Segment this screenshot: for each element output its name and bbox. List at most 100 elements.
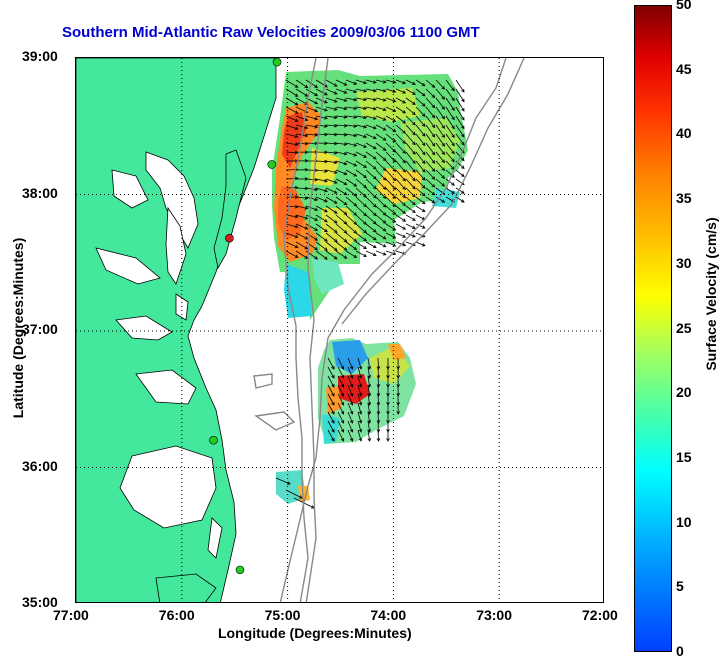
velocity-arrow-head <box>294 93 299 97</box>
velocity-arrow <box>355 79 367 84</box>
velocity-arrow <box>395 178 406 190</box>
velocity-arrow-head <box>343 151 348 156</box>
velocity-arrow-head <box>392 235 397 239</box>
velocity-arrow-head <box>333 180 338 184</box>
velocity-arrow-head <box>314 116 319 121</box>
velocity-arrow <box>425 160 435 172</box>
velocity-arrow <box>425 187 435 196</box>
velocity-arrow-head <box>451 116 455 121</box>
velocity-arrow-head <box>460 190 465 194</box>
velocity-arrow <box>375 160 387 171</box>
velocity-arrow-head <box>451 158 455 163</box>
velocity-arrow <box>405 97 416 105</box>
velocity-arrow-head <box>324 247 328 251</box>
velocity-arrow <box>377 429 379 442</box>
velocity-arrow <box>445 88 455 101</box>
velocity-arrow <box>327 393 335 406</box>
velocity-arrow-head <box>333 107 338 111</box>
velocity-arrow <box>347 411 353 424</box>
velocity-arrow <box>385 79 396 84</box>
velocity-arrow <box>375 187 387 199</box>
velocity-arrow-head <box>461 88 465 93</box>
velocity-arrow-head <box>343 133 348 137</box>
velocity-arrow-head <box>340 392 345 397</box>
velocity-arrow-head <box>314 124 319 129</box>
velocity-arrow <box>395 160 406 173</box>
velocity-arrow <box>335 160 347 165</box>
velocity-arrow <box>315 214 328 223</box>
velocity-arrow-head <box>451 150 455 155</box>
velocity-arrow <box>367 384 371 397</box>
velocity-arrow-head <box>392 118 397 122</box>
velocity-arrow-head <box>353 254 358 258</box>
x-tick-label: 73:00 <box>476 607 512 623</box>
velocity-arrow <box>345 196 357 207</box>
velocity-arrow <box>315 187 328 192</box>
velocity-arrow <box>327 366 335 379</box>
velocity-arrow <box>335 88 347 94</box>
velocity-arrow <box>367 429 371 442</box>
velocity-arrow-head <box>392 80 397 84</box>
velocity-arrow <box>327 429 335 442</box>
velocity-arrow <box>315 250 328 260</box>
velocity-arrow-head <box>358 401 363 406</box>
velocity-arrow <box>325 178 338 184</box>
velocity-arrow-head <box>382 186 387 190</box>
x-tick-label: 72:00 <box>582 607 618 623</box>
velocity-arrow-head <box>382 167 387 171</box>
velocity-arrow <box>355 160 367 168</box>
velocity-arrow <box>345 178 357 187</box>
velocity-arrow <box>355 214 367 225</box>
velocity-arrow-head <box>372 220 377 225</box>
map-plot-area[interactable] <box>75 57 604 603</box>
velocity-arrow-head <box>392 99 397 103</box>
velocity-arrow-head <box>396 411 400 415</box>
velocity-arrow <box>365 106 377 110</box>
velocity-arrow-head <box>402 120 406 124</box>
velocity-arrow-head <box>441 167 446 172</box>
velocity-arrow <box>355 115 367 119</box>
velocity-arrow-head <box>372 175 377 180</box>
velocity-arrow-head <box>349 383 354 388</box>
velocity-arrow <box>415 151 426 164</box>
velocity-arrow-head <box>431 184 436 188</box>
velocity-arrow <box>405 151 416 164</box>
velocity-arrow-head <box>392 211 397 215</box>
velocity-arrow <box>337 366 344 379</box>
velocity-arrow <box>395 196 406 206</box>
velocity-arrow <box>405 169 416 181</box>
velocity-arrow-head <box>441 199 446 203</box>
velocity-arrow <box>425 79 435 88</box>
velocity-arrow <box>395 169 406 182</box>
velocity-arrow <box>385 250 396 255</box>
velocity-arrow <box>357 411 362 424</box>
velocity-arrow <box>365 88 377 92</box>
velocity-arrow <box>335 106 347 110</box>
colorbar-tick-label: 30 <box>676 254 692 271</box>
velocity-arrow-head <box>421 160 426 165</box>
velocity-arrow-head <box>421 177 426 181</box>
velocity-arrow-head <box>382 212 387 216</box>
velocity-arrow-head <box>314 100 319 105</box>
velocity-arrow <box>385 241 396 247</box>
velocity-arrow-head <box>441 159 445 164</box>
velocity-arrow-head <box>353 106 358 110</box>
velocity-arrow-head <box>382 107 387 112</box>
velocity-arrow <box>395 151 406 164</box>
velocity-arrow-head <box>340 428 345 433</box>
velocity-arrow-head <box>343 230 348 234</box>
velocity-arrow <box>355 223 367 233</box>
velocity-arrow-head <box>333 124 338 128</box>
velocity-arrow-head <box>431 114 436 119</box>
velocity-arrow <box>365 250 377 256</box>
velocity-arrow <box>357 420 362 433</box>
velocity-arrow-head <box>412 151 416 155</box>
velocity-arrow-head <box>392 177 397 182</box>
velocity-arrow <box>335 205 347 215</box>
velocity-arrow <box>365 160 377 170</box>
velocity-arrow <box>335 115 347 118</box>
velocity-arrow <box>367 402 371 415</box>
velocity-arrow-head <box>314 84 319 88</box>
velocity-arrow-head <box>314 177 319 182</box>
velocity-arrow <box>345 151 357 157</box>
